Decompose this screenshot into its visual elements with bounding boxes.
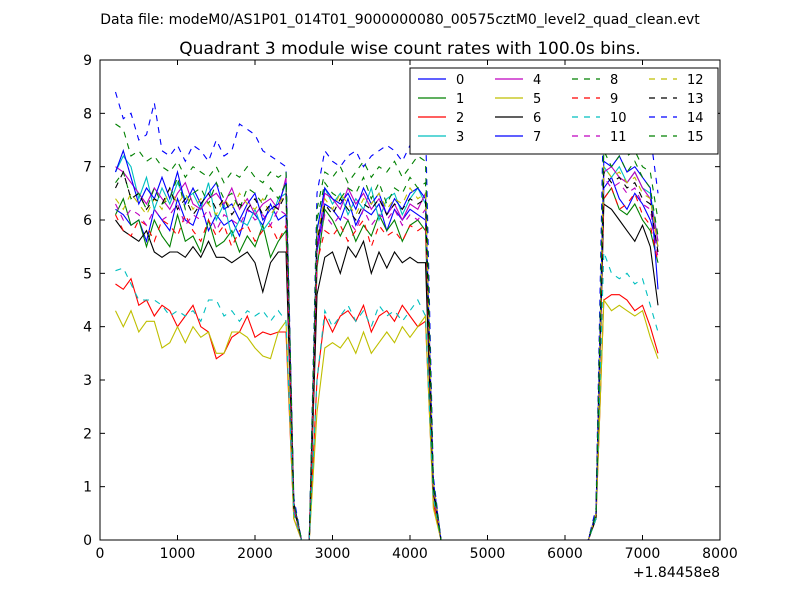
x-offset-label: +1.84458e8 <box>633 565 720 581</box>
legend-label-14: 14 <box>687 111 704 126</box>
y-tick-label: 2 <box>83 426 92 442</box>
legend-label-13: 13 <box>687 92 704 107</box>
legend-label-6: 6 <box>533 111 541 126</box>
legend-label-12: 12 <box>687 73 704 88</box>
x-tick-label: 2000 <box>237 546 273 562</box>
series-line-7 <box>114 148 659 540</box>
x-tick-label: 8000 <box>702 546 738 562</box>
legend-label-5: 5 <box>533 92 541 107</box>
y-tick-label: 4 <box>83 320 92 336</box>
y-tick-label: 9 <box>83 53 92 69</box>
legend-label-8: 8 <box>610 73 618 88</box>
plot-frame <box>99 59 721 541</box>
legend-label-7: 7 <box>533 130 541 145</box>
y-tick-label: 1 <box>83 480 92 496</box>
legend-label-10: 10 <box>610 111 627 126</box>
series-line-9 <box>115 186 659 540</box>
chart-title: Quadrant 3 module wise count rates with … <box>179 39 640 59</box>
y-tick-label: 6 <box>83 213 92 229</box>
legend-label-9: 9 <box>610 92 618 107</box>
legend-label-3: 3 <box>456 130 464 145</box>
x-tick-label: 1000 <box>160 546 196 562</box>
legend-label-2: 2 <box>456 111 464 126</box>
y-tick-label: 5 <box>83 266 92 282</box>
legend-label-11: 11 <box>610 130 627 145</box>
series-line-13 <box>115 170 659 540</box>
x-tick-label: 4000 <box>392 546 428 562</box>
y-tick-label: 3 <box>83 373 92 389</box>
y-tick-label: 0 <box>83 533 92 549</box>
legend-box <box>409 67 719 155</box>
series-lines <box>114 91 659 540</box>
x-tick-label: 0 <box>96 546 105 562</box>
legend-label-4: 4 <box>533 73 541 88</box>
series-line-14 <box>114 91 659 540</box>
x-tick-label: 7000 <box>625 546 661 562</box>
series-line-10 <box>115 251 659 540</box>
y-tick-label: 8 <box>83 106 92 122</box>
x-tick-label: 5000 <box>470 546 506 562</box>
y-tick-label: 7 <box>83 160 92 176</box>
suptitle: Data file: modeM0/AS1P01_014T01_90000000… <box>100 12 700 28</box>
legend-label-1: 1 <box>456 92 464 107</box>
x-tick-label: 6000 <box>547 546 583 562</box>
legend-label-0: 0 <box>456 73 464 88</box>
axis-ticks: 0 1000 2000 3000 4000 5000 6000 7000 80000123456… <box>83 53 738 562</box>
legend-label-15: 15 <box>687 130 704 145</box>
series-line-8 <box>115 150 659 540</box>
x-tick-label: 3000 <box>315 546 351 562</box>
